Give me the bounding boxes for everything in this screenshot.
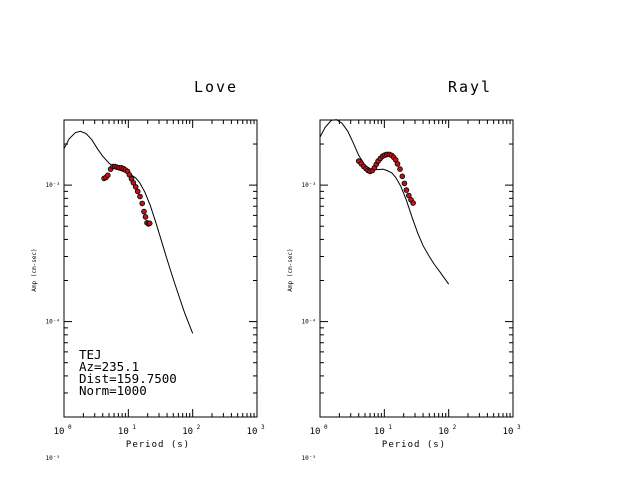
love-x-tick-base: 10 — [247, 427, 258, 437]
rayl-y-tick-label: 10⁻⁵ — [302, 455, 316, 462]
love-observed-point — [130, 180, 137, 186]
rayl-x-tick-exponent: 2 — [453, 424, 457, 431]
rayl-observed-point — [405, 192, 412, 199]
station-code: TEJ — [79, 347, 102, 362]
rayl-x-tick-label: 10 3 — [503, 424, 521, 437]
love-series — [63, 130, 194, 334]
love-x-tick-label: 10 3 — [247, 424, 265, 437]
rayl-x-tick-base: 10 — [374, 427, 385, 437]
love-observed-point — [142, 214, 149, 220]
love-observed-point — [141, 208, 147, 215]
station-info: TEJ Az=235.1 Dist=159.7500 Norm=1000 — [79, 347, 177, 398]
rayl-x-tick-label: 10 2 — [438, 424, 456, 437]
rayl-panel: Rayl 10⁻³10⁻⁴10⁻⁵ 10 0 10 1 10 2 10 3 Amp (cm-s… — [287, 78, 521, 462]
love-x-tick-base: 10 — [182, 427, 193, 437]
rayl-y-axis-label: Amp (cm-sec) — [287, 248, 294, 291]
love-y-tick-label: 10⁻⁵ — [46, 455, 60, 462]
love-x-tick-exponent: 2 — [197, 424, 201, 431]
rayl-observed-point — [397, 166, 403, 172]
rayl-observed-point — [401, 180, 408, 187]
love-title: Love — [194, 78, 238, 96]
love-model-curve — [63, 130, 194, 334]
love-y-axis-label: Amp (cm-sec) — [31, 248, 38, 291]
rayl-y-tick-labels: 10⁻³ 10⁻⁴ 10⁻⁵ — [302, 182, 316, 462]
rayl-x-tick-exponent: 0 — [324, 424, 328, 431]
love-x-axis-label: Period (s) — [126, 440, 190, 450]
rayl-title: Rayl — [448, 78, 492, 96]
rayl-x-tick-exponent: 3 — [517, 424, 521, 431]
rayl-x-tick-label: 10 1 — [374, 424, 392, 437]
love-x-tick-label: 10 2 — [182, 424, 200, 437]
love-y-tick-label: 10⁻⁴ — [46, 319, 60, 326]
azimuth-label: Az=235.1 — [79, 359, 139, 374]
rayl-observed-point — [403, 187, 410, 193]
rayl-model-curve — [319, 119, 450, 285]
rayl-x-axis-label: Period (s) — [382, 440, 446, 450]
rayl-axis-ticks — [319, 119, 513, 418]
rayl-x-tick-labels: 10 0 10 1 10 2 10 3 — [310, 424, 521, 437]
love-observed-point — [137, 193, 143, 200]
love-observed-point — [134, 188, 141, 195]
rayl-plot-frame — [319, 119, 514, 418]
love-observed-point — [139, 200, 146, 207]
love-observed-point — [105, 172, 111, 179]
rayl-x-tick-base: 10 — [310, 427, 321, 437]
rayl-x-tick-base: 10 — [503, 427, 514, 437]
distance-label: Dist=159.7500 — [79, 371, 177, 386]
love-plot-frame — [63, 119, 258, 418]
love-x-tick-exponent: 3 — [261, 424, 265, 431]
love-panel: Love 10⁻³10⁻⁴10⁻⁵ 10 0 10 1 10 2 10 3 Amp (cm-s… — [31, 78, 265, 462]
rayl-observed-point — [399, 173, 406, 180]
rayl-series — [319, 119, 450, 285]
norm-label: Norm=1000 — [79, 383, 147, 398]
rayl-y-tick-label: 10⁻³ — [302, 182, 316, 189]
love-x-tick-exponent: 1 — [132, 424, 136, 431]
love-x-tick-exponent: 0 — [68, 424, 72, 431]
love-x-tick-label: 10 1 — [118, 424, 136, 437]
love-observed-point — [146, 220, 153, 227]
love-x-tick-base: 10 — [118, 427, 129, 437]
love-axis-ticks — [63, 119, 257, 418]
rayl-observed-point — [410, 200, 416, 206]
love-x-tick-labels: 10 0 10 1 10 2 10 3 — [54, 424, 265, 437]
love-x-tick-base: 10 — [54, 427, 65, 437]
love-x-tick-label: 10 0 — [54, 424, 72, 437]
rayl-x-tick-label: 10 0 — [310, 424, 328, 437]
love-y-tick-label: 10⁻³ — [46, 182, 60, 189]
love-observed-point — [132, 184, 139, 190]
love-y-tick-labels: 10⁻³ 10⁻⁴ 10⁻⁵ — [46, 182, 60, 462]
rayl-y-tick-label: 10⁻⁴ — [302, 319, 316, 326]
rayl-x-tick-exponent: 1 — [388, 424, 392, 431]
rayl-x-tick-base: 10 — [438, 427, 449, 437]
rayl-observed-point — [394, 161, 401, 167]
